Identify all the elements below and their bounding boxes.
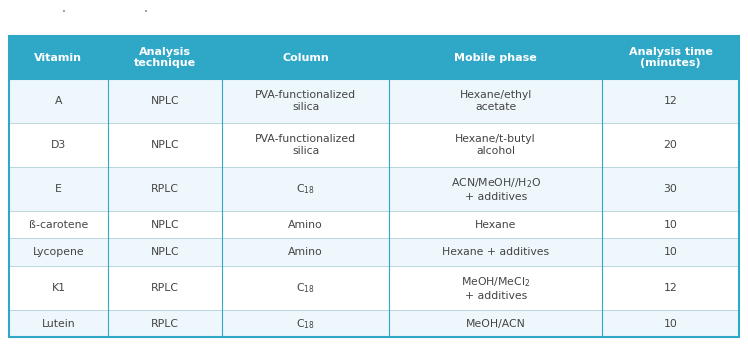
Text: Lutein: Lutein: [42, 319, 76, 329]
Text: RPLC: RPLC: [151, 319, 179, 329]
Text: PVA-functionalized
silica: PVA-functionalized silica: [255, 90, 356, 112]
Text: 30: 30: [663, 184, 678, 194]
Bar: [9, 266, 739, 310]
Bar: [9, 238, 739, 266]
Text: PVA-functionalized
silica: PVA-functionalized silica: [255, 134, 356, 156]
Bar: [9, 36, 739, 337]
Text: Hexane + additives: Hexane + additives: [442, 247, 549, 257]
Text: •: •: [61, 9, 66, 15]
Text: Hexane/t-butyl
alcohol: Hexane/t-butyl alcohol: [456, 134, 536, 156]
Text: Vitamin: Vitamin: [34, 53, 82, 63]
Bar: [9, 36, 739, 79]
Bar: [9, 310, 739, 337]
Text: MeOH/ACN: MeOH/ACN: [466, 319, 526, 329]
Text: Hexane/ethyl
acetate: Hexane/ethyl acetate: [459, 90, 532, 112]
Text: 10: 10: [663, 247, 678, 257]
Bar: [9, 79, 739, 123]
Text: 12: 12: [663, 96, 678, 106]
Bar: [9, 211, 739, 238]
Text: Lycopene: Lycopene: [33, 247, 85, 257]
Text: Amino: Amino: [288, 247, 323, 257]
Text: Analysis time
(minutes): Analysis time (minutes): [628, 47, 713, 69]
Text: 10: 10: [663, 220, 678, 230]
Text: RPLC: RPLC: [151, 184, 179, 194]
Text: RPLC: RPLC: [151, 283, 179, 293]
Text: Hexane: Hexane: [475, 220, 516, 230]
Text: ACN/MeOH//H$_{2}$O
+ additives: ACN/MeOH//H$_{2}$O + additives: [450, 176, 541, 202]
Text: NPLC: NPLC: [150, 140, 180, 150]
Text: K1: K1: [52, 283, 65, 293]
Text: A: A: [55, 96, 62, 106]
Text: NPLC: NPLC: [150, 220, 180, 230]
Text: NPLC: NPLC: [150, 96, 180, 106]
Bar: [9, 167, 739, 211]
Text: ß-carotene: ß-carotene: [28, 220, 88, 230]
Text: C$_{18}$: C$_{18}$: [296, 281, 315, 295]
Text: C$_{18}$: C$_{18}$: [296, 182, 315, 196]
Text: NPLC: NPLC: [150, 247, 180, 257]
Text: Amino: Amino: [288, 220, 323, 230]
Text: 10: 10: [663, 319, 678, 329]
Text: MeOH/MeCl$_{2}$
+ additives: MeOH/MeCl$_{2}$ + additives: [461, 275, 530, 301]
Text: Column: Column: [282, 53, 329, 63]
Bar: [9, 123, 739, 167]
Text: 12: 12: [663, 283, 678, 293]
Text: D3: D3: [51, 140, 66, 150]
Text: 20: 20: [663, 140, 678, 150]
Text: C$_{18}$: C$_{18}$: [296, 317, 315, 330]
Text: E: E: [55, 184, 62, 194]
Text: •: •: [144, 9, 148, 15]
Text: Analysis
technique: Analysis technique: [134, 47, 196, 69]
Text: Mobile phase: Mobile phase: [454, 53, 537, 63]
